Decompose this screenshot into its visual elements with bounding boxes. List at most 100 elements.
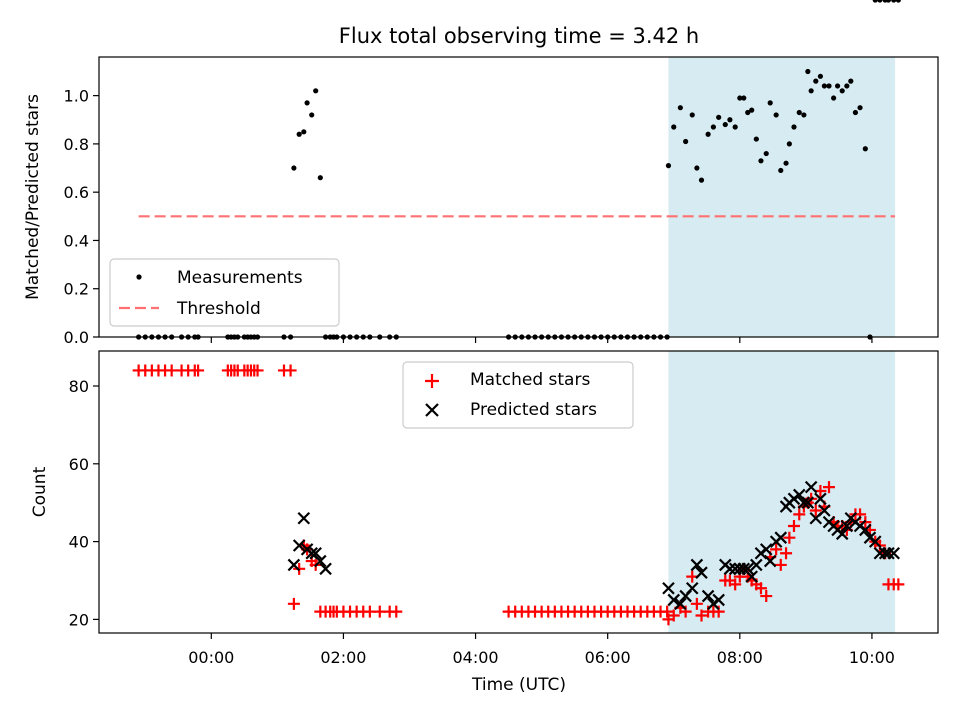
chart-title: Flux total observing time = 3.42 h (339, 24, 699, 48)
matched-star-point (690, 597, 703, 610)
matched-star-point (770, 543, 783, 556)
matched-star-point (787, 520, 800, 533)
top-panel-y-ticks: 0.0 0.2 0.4 0.6 0.8 1.0 (64, 87, 99, 347)
x-tick-label: 02:00 (320, 648, 366, 667)
matched-star-point (793, 508, 806, 521)
top-legend-box (109, 258, 340, 327)
legend-matched-marker (425, 374, 439, 388)
measurement-point (698, 177, 705, 183)
predicted-star-point (674, 597, 687, 611)
x-tick-label: 08:00 (717, 648, 763, 667)
predicted-star-point (887, 546, 901, 560)
legend-measurements-marker (136, 274, 142, 280)
observing-window-band (668, 57, 896, 337)
top-panel-ylabel: Matched/Predicted stars (23, 94, 43, 300)
measurement-point (801, 112, 807, 118)
matched-star-point (667, 609, 680, 622)
predicted-star-point (741, 562, 755, 576)
predicted-star-point (763, 554, 777, 568)
predicted-star-point (685, 581, 699, 595)
predicted-star-point (774, 531, 788, 544)
measurement-point (891, 0, 897, 3)
measurement-point (826, 83, 832, 89)
predicted-star-point (801, 496, 815, 509)
predicted-star-point (667, 593, 681, 607)
legend-predicted-marker (425, 403, 439, 417)
measurement-point (895, 0, 901, 3)
predicted-star-point (690, 558, 704, 572)
y-tick-label: 80 (69, 377, 89, 396)
measurement-point (839, 88, 845, 94)
measurement-point (716, 114, 722, 120)
measurement-point (872, 0, 878, 3)
predicted-star-point (759, 543, 773, 556)
legend-matched-label: Matched stars (470, 370, 590, 390)
matched-star-point (780, 547, 793, 560)
matched-star-point (284, 364, 297, 377)
measurement-point (705, 131, 711, 137)
predicted-star-point (292, 539, 306, 552)
measurement-point (313, 88, 319, 94)
measurement-point (296, 131, 302, 137)
legend-threshold-label: Threshold (176, 299, 261, 319)
bottom-panel-x-ticks: 00:00 02:00 04:00 06:00 08:00 10:00 (188, 633, 895, 667)
measurement-point (844, 83, 850, 89)
measurement-point (722, 121, 728, 128)
measurement-point (808, 88, 814, 94)
predicted-star-point (882, 546, 895, 560)
predicted-star-point (695, 566, 708, 579)
predicted-star-point (319, 562, 332, 576)
measurement-point (831, 95, 837, 101)
measurement-point (683, 138, 689, 145)
measurement-point (773, 112, 779, 118)
measurement-point (758, 158, 764, 164)
measurement-point (783, 160, 789, 166)
predicted-star-point (712, 593, 725, 607)
measurement-point (834, 83, 841, 89)
measurement-point (745, 109, 751, 116)
predicted-star-point (701, 589, 715, 603)
y-tick-label: 0.6 (64, 183, 89, 202)
measurement-point (786, 141, 792, 147)
predicted-star-point (309, 546, 322, 560)
y-tick-label: 0.4 (64, 231, 89, 250)
measurement-point (677, 105, 683, 111)
y-tick-label: 20 (69, 610, 89, 629)
matched-star-point (754, 582, 767, 595)
predicted-star-point (745, 570, 758, 583)
measurement-point (291, 165, 297, 171)
top-panel: 0.0 0.2 0.4 0.6 0.8 1.0 Matched/Predicted sta… (23, 0, 939, 347)
legend-measurements-label: Measurements (177, 268, 303, 288)
measurement-point (727, 117, 733, 123)
matched-star-point (822, 481, 835, 494)
predicted-star-point (804, 480, 818, 494)
measurement-point (821, 83, 827, 89)
matched-star-point (892, 578, 905, 591)
x-tick-label: 06:00 (585, 648, 631, 667)
measurement-point (317, 175, 323, 181)
bottom-panel-marks (132, 364, 905, 626)
measurement-point (848, 78, 854, 84)
predicted-star-point (818, 504, 831, 517)
measurement-point (813, 78, 819, 84)
measurement-point (732, 124, 738, 130)
measurement-point (689, 112, 695, 118)
measurement-point (301, 129, 307, 135)
measurement-point (805, 68, 811, 75)
measurement-point (309, 112, 315, 118)
measurement-point (749, 107, 755, 113)
matched-star-point (695, 609, 708, 622)
measurement-point (862, 146, 868, 152)
measurement-point (763, 150, 769, 157)
matched-star-point (729, 578, 742, 591)
y-tick-label: 60 (69, 455, 89, 474)
x-axis-label: Time (UTC) (471, 675, 566, 695)
measurement-point (671, 124, 677, 130)
y-tick-label: 1.0 (64, 87, 89, 106)
x-tick-label: 10:00 (849, 648, 895, 667)
predicted-star-point (314, 554, 327, 568)
top-panel-frame (98, 56, 939, 338)
measurement-point (852, 109, 859, 116)
